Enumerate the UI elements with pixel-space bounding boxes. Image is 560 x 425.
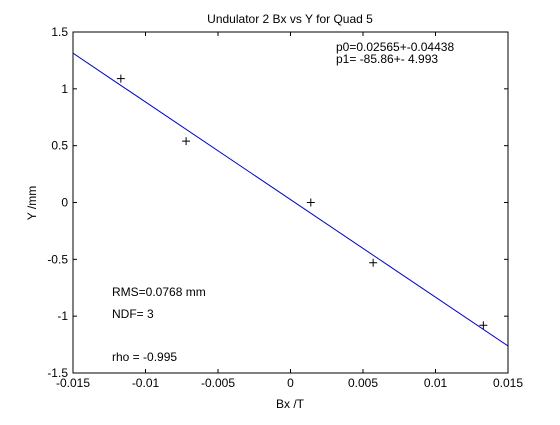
fit-p1-annotation: p1= -85.86+- 4.993 xyxy=(336,52,438,66)
rho-annotation: rho = -0.995 xyxy=(112,350,177,364)
y-tick-label: 1.5 xyxy=(51,25,68,39)
rms-annotation: RMS=0.0768 mm xyxy=(112,285,206,299)
data-point xyxy=(116,74,125,83)
data-point xyxy=(479,321,488,330)
y-tick-label: -0.5 xyxy=(47,252,68,266)
y-axis-label: Y /mm xyxy=(25,186,39,220)
plot-area xyxy=(72,31,509,374)
x-axis-ticks: -0.015 -0.01 -0.005 0 0.005 0.01 0.015 xyxy=(56,32,523,390)
x-tick-label: 0 xyxy=(287,376,294,390)
y-tick-label: 1 xyxy=(61,82,68,96)
x-tick-label: 0.015 xyxy=(493,376,523,390)
y-tick-label: -1.5 xyxy=(47,366,68,380)
x-tick-label: 0.01 xyxy=(424,376,448,390)
data-point xyxy=(182,137,191,146)
x-axis-label: Bx /T xyxy=(276,397,305,411)
data-point xyxy=(369,258,378,267)
fit-p0-annotation: p0=0.02565+-0.04438 xyxy=(336,40,454,54)
y-axis-ticks: -1.5 -1 -0.5 0 0.5 1 1.5 xyxy=(47,25,508,380)
ndf-annotation: NDF= 3 xyxy=(112,307,154,321)
y-tick-label: 0.5 xyxy=(51,139,68,153)
y-tick-label: -1 xyxy=(57,309,68,323)
chart-title: Undulator 2 Bx vs Y for Quad 5 xyxy=(207,12,373,26)
data-point xyxy=(306,198,315,207)
x-tick-label: -0.015 xyxy=(56,376,90,390)
fit-line xyxy=(73,52,508,347)
data-points xyxy=(116,74,488,330)
y-tick-label: 0 xyxy=(61,196,68,210)
x-tick-label: 0.005 xyxy=(348,376,378,390)
x-tick-label: -0.005 xyxy=(201,376,235,390)
x-tick-label: -0.01 xyxy=(132,376,160,390)
